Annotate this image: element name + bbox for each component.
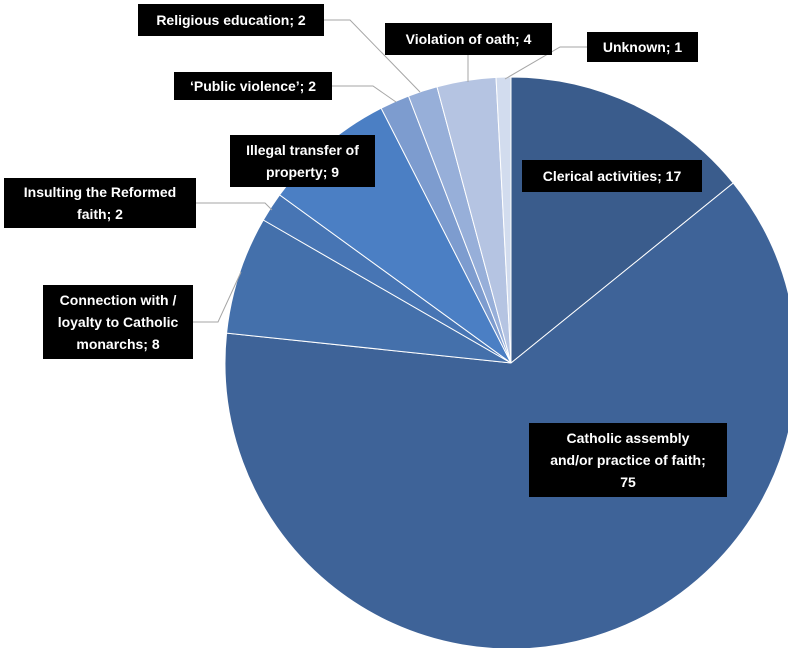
leader-line-3 (193, 271, 242, 323)
data-label-text: Unknown; 1 (603, 39, 683, 55)
data-label-box (4, 178, 196, 228)
data-label-text: Insulting the Reformed (24, 184, 176, 200)
data-labels: Clerical activities; 17 Catholic assembly… (4, 4, 727, 497)
data-label-text: faith; 2 (77, 206, 123, 222)
data-label-6: ‘Public violence’; 2 (174, 72, 332, 100)
pie-slices (224, 76, 788, 648)
data-label-text: Violation of oath; 4 (406, 31, 532, 47)
data-label-box (43, 285, 193, 359)
leader-lines (193, 19, 587, 323)
pie-slice-2 (224, 182, 788, 648)
pie-slice-9 (495, 76, 512, 364)
data-label-8: Violation of oath; 4 (385, 23, 552, 55)
leader-line-4 (196, 202, 273, 211)
data-label-2: Catholic assembly and/or practice of fait… (529, 423, 727, 497)
pie-slice-3 (226, 219, 512, 364)
data-label-text: 75 (620, 474, 636, 490)
leader-line-6 (332, 85, 397, 103)
data-label-5: Illegal transfer of property; 9 (230, 135, 375, 187)
data-label-box (522, 160, 702, 192)
data-label-9: Unknown; 1 (587, 32, 698, 62)
data-label-3: Connection with / loyalty to Catholic mona… (43, 285, 193, 359)
data-label-text: ‘Public violence’; 2 (190, 78, 316, 94)
leader-line-9 (504, 46, 587, 80)
data-label-box (230, 135, 375, 187)
data-label-text: property; 9 (266, 164, 339, 180)
data-label-text: Connection with / (60, 292, 177, 308)
pie-slice-1 (510, 76, 734, 365)
data-label-text: Clerical activities; 17 (543, 168, 682, 184)
data-label-text: Illegal transfer of (246, 142, 359, 158)
data-label-box (174, 72, 332, 100)
data-label-text: loyalty to Catholic (58, 314, 179, 330)
data-label-text: Catholic assembly (567, 430, 690, 446)
data-label-7: Religious education; 2 (138, 4, 324, 36)
data-label-text: and/or practice of faith; (550, 452, 706, 468)
data-label-4: Insulting the Reformed faith; 2 (4, 178, 196, 228)
data-label-box (385, 23, 552, 55)
data-label-box (587, 32, 698, 62)
data-label-box (138, 4, 324, 36)
leader-line-7 (324, 19, 421, 93)
data-label-1: Clerical activities; 17 (522, 160, 702, 192)
data-label-text: Religious education; 2 (156, 12, 306, 28)
data-label-box (529, 423, 727, 497)
data-label-text: monarchs; 8 (76, 336, 159, 352)
